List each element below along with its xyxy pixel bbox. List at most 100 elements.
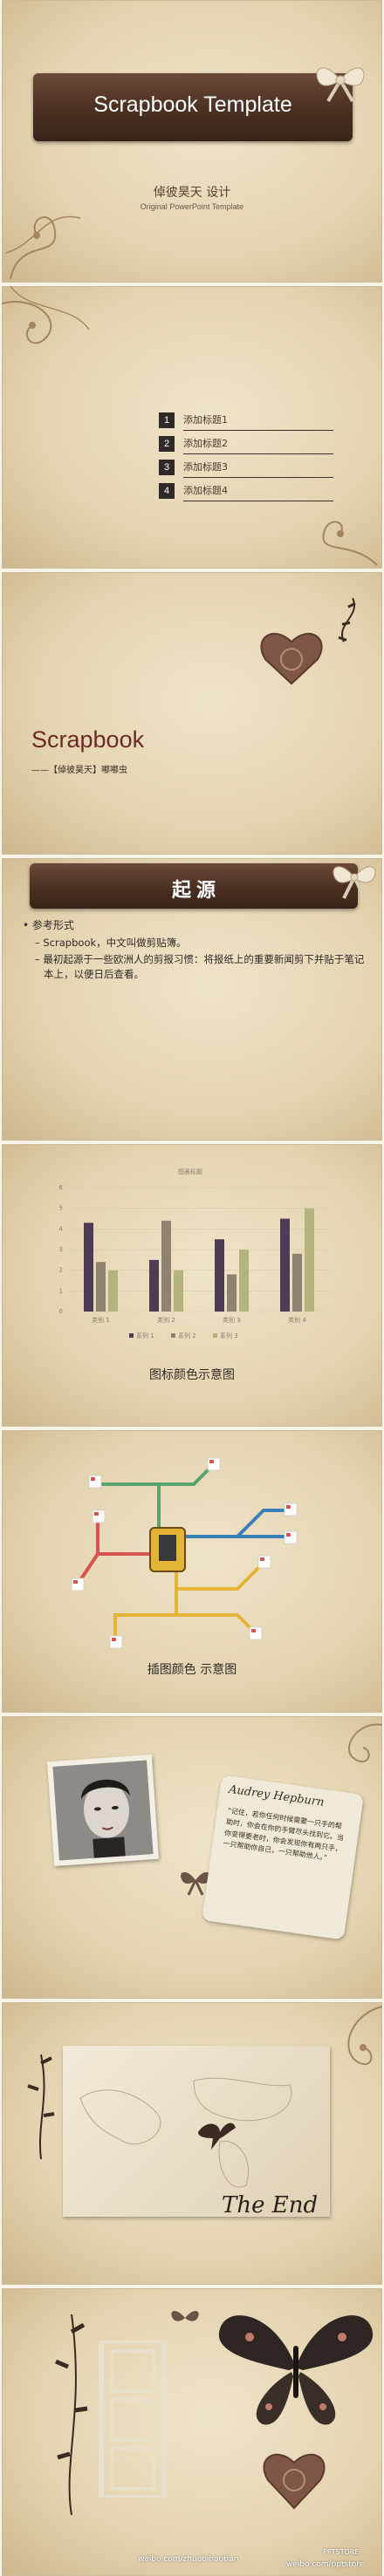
title-banner: Scrapbook Template: [33, 73, 353, 141]
slide-section: Scrapbook ——【倬彼昊天】嘟嘟虫: [2, 572, 382, 855]
bullet-text: 参考形式: [31, 919, 74, 931]
bar-1-3: [215, 1239, 224, 1312]
slide-illustration: 插图颜色 示意图: [2, 1430, 382, 1713]
chart-caption: 图标颜色示意图: [149, 1368, 235, 1382]
bar-2-2: [161, 1220, 171, 1312]
legend-swatch: [129, 1333, 134, 1338]
legend-entry: 系列 1: [136, 1332, 154, 1339]
portrait-photo: [52, 1760, 154, 1861]
x-tick-label: 类别 3: [223, 1316, 241, 1324]
bar-3-2: [174, 1270, 183, 1312]
bar-3-3: [239, 1250, 249, 1312]
toc-item[interactable]: 3 添加标题3: [159, 457, 333, 480]
bar-3-1: [108, 1270, 118, 1312]
bullet-item: • 参考形式: [23, 919, 74, 931]
bar-1-1: [84, 1223, 93, 1312]
cover-title: Scrapbook Template: [93, 92, 292, 117]
ribbon-bow-icon: [333, 866, 376, 899]
toc-list: 1 添加标题1 2 添加标题2 3 添加标题3 4 添加标题4: [159, 410, 333, 506]
bar-2-3: [227, 1274, 237, 1312]
origin-heading: 起 源: [171, 879, 216, 901]
slide-end: The End: [2, 2002, 382, 2285]
bar-chart: 图表标题 0 1 2 3 4 5 6 类别 1 类别 2 类别 3 类别 4 系列 1 系列 2 系列 3: [59, 1168, 330, 1339]
toc-item-number: 4: [159, 483, 175, 499]
swirl-ornament: [347, 1723, 382, 1762]
sub-bullet-item: – 最初起源于一些欧洲人的剪报习惯：将报纸上的重要新闻剪下并贴于笔记本上，以便日…: [35, 953, 365, 980]
toc-item-number: 3: [159, 460, 175, 475]
ribbon-bow-icon: [181, 1871, 210, 1896]
legend-swatch: [213, 1333, 217, 1338]
sub-bullet-text: Scrapbook，中文叫做剪贴簿。: [43, 937, 187, 949]
floral-branch-icon: [27, 2054, 55, 2159]
y-tick-label: 1: [59, 1287, 63, 1294]
legend-entry: 系列 3: [220, 1332, 238, 1339]
end-text: The End: [222, 2192, 319, 2218]
legend-entry: 系列 2: [178, 1332, 196, 1339]
toc-item-label: 添加标题1: [183, 414, 228, 426]
butterfly-icon: [218, 2315, 374, 2425]
ribbon-bow-icon: [316, 67, 365, 103]
cover-author: 倬彼昊天 设计: [153, 186, 231, 200]
y-tick-label: 0: [59, 1308, 63, 1315]
quote-text: “记住，若你任何时候需要一只手的帮助时，你会在你的手臂尽头找到它。当你变得更老时…: [222, 1806, 345, 1863]
ribbon-bow-icon: [171, 2310, 199, 2321]
slide-collage: weibo.com/zhuobihaotian PPTSTORE weibo.c…: [2, 2288, 382, 2576]
section-byline: ——【倬彼昊天】嘟嘟虫: [31, 766, 127, 775]
toc-item-number: 1: [159, 412, 175, 428]
footer-watermark-right: weibo.com/pptstore: [286, 2560, 365, 2569]
toc-item-number: 2: [159, 436, 175, 452]
bar-3-4: [305, 1208, 314, 1312]
quote-signature: Audrey Hepburn: [228, 1782, 326, 1809]
heart-ornament-icon: [260, 597, 356, 685]
world-map-sketch: [79, 2077, 292, 2188]
swirl-ornament: [2, 286, 90, 344]
quote-card: Audrey Hepburn “记住，若你任何时候需要一只手的帮助时，你会在你的…: [202, 1775, 364, 1940]
y-tick-label: 2: [59, 1267, 63, 1274]
legend-swatch: [171, 1333, 175, 1338]
y-tick-label: 3: [59, 1246, 63, 1253]
bar-1-4: [280, 1218, 290, 1312]
toc-item-label: 添加标题3: [183, 461, 228, 473]
footer-watermark-left: weibo.com/zhuobihaotian: [138, 2555, 239, 2564]
x-tick-label: 类别 2: [157, 1316, 175, 1324]
slide-quote: Audrey Hepburn “记住，若你任何时候需要一只手的帮助时，你会在你的…: [2, 1716, 382, 1999]
x-tick-label: 类别 4: [288, 1316, 306, 1324]
divider: [183, 477, 333, 478]
toc-item[interactable]: 2 添加标题2: [159, 433, 333, 456]
cover-subtitle: Original PowerPoint Template: [140, 202, 244, 211]
y-tick-label: 4: [59, 1225, 64, 1232]
sub-bullet-text: 最初起源于一些欧洲人的剪报习惯：将报纸上的重要新闻剪下并贴于笔记本上，以便日后查…: [43, 953, 365, 980]
heart-ornament-icon: [263, 2453, 326, 2510]
swirl-ornament: [347, 2006, 382, 2066]
bar-1-2: [149, 1259, 159, 1312]
divider: [183, 453, 333, 454]
bar-2-1: [96, 1262, 106, 1312]
y-tick-label: 6: [59, 1184, 64, 1191]
circuit-illustration: [71, 1457, 298, 1649]
heading-banner: 起 源: [30, 863, 358, 909]
slide-chart: 图表标题 0 1 2 3 4 5 6 类别 1 类别 2 类别 3 类别 4 系列 1 系列 2 系列 3 …: [2, 1144, 382, 1427]
origin-content: • 参考形式 – Scrapbook，中文叫做剪贴簿。 – 最初起源于一些欧洲人…: [23, 917, 367, 981]
swirl-ornament: [322, 521, 378, 566]
photo-frame: [46, 1754, 160, 1867]
toc-item-label: 添加标题2: [183, 438, 228, 449]
chart-title: 图表标题: [178, 1168, 202, 1176]
toc-item[interactable]: 4 添加标题4: [159, 480, 333, 503]
film-strip-icon: [99, 2341, 167, 2498]
divider: [183, 430, 333, 431]
bird-icon: [198, 2123, 236, 2150]
slide-origin: 起 源 • 参考形式 – Scrapbook，中文叫做剪贴簿。 – 最初起源于一…: [2, 858, 382, 1141]
swirl-ornament: [5, 215, 81, 280]
toc-item[interactable]: 1 添加标题1: [159, 410, 333, 433]
floral-branch-icon: [55, 2314, 88, 2515]
toc-item-label: 添加标题4: [183, 485, 228, 496]
y-tick-label: 5: [59, 1205, 63, 1212]
section-title: Scrapbook: [31, 726, 145, 753]
x-tick-label: 类别 1: [92, 1316, 110, 1324]
slide-cover: Scrapbook Template 倬彼昊天 设计 Original Powe…: [2, 0, 382, 283]
slide-toc: 1 添加标题1 2 添加标题2 3 添加标题3 4 添加标题4: [2, 286, 382, 569]
footer-logo: PPTSTORE: [323, 2548, 360, 2556]
sub-bullet-item: – Scrapbook，中文叫做剪贴簿。: [35, 937, 187, 949]
bar-2-4: [292, 1253, 302, 1312]
illustration-caption: 插图颜色 示意图: [147, 1663, 237, 1677]
